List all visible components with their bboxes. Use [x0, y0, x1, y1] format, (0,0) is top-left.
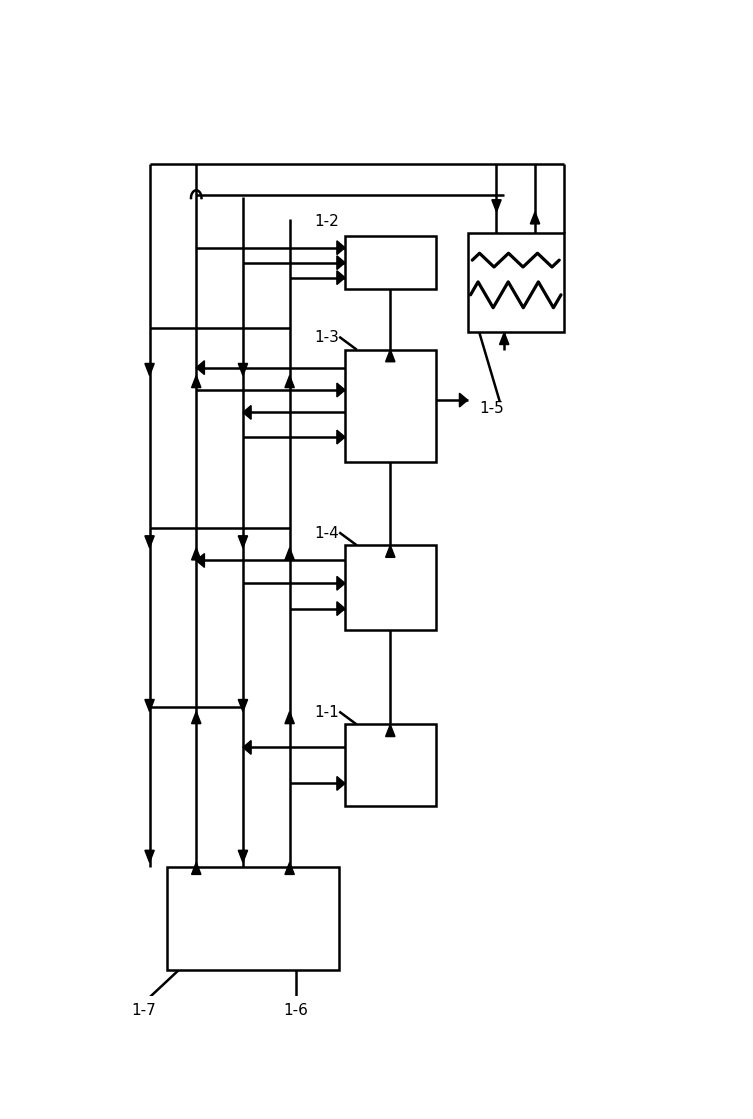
Polygon shape [191, 548, 201, 560]
Polygon shape [285, 863, 294, 874]
Polygon shape [386, 349, 395, 361]
Polygon shape [238, 536, 248, 548]
Text: 1-4: 1-4 [315, 526, 339, 540]
Polygon shape [197, 554, 204, 567]
Polygon shape [243, 405, 251, 420]
Polygon shape [530, 211, 540, 224]
Polygon shape [386, 545, 395, 557]
Polygon shape [145, 850, 154, 863]
Text: 1-5: 1-5 [479, 402, 504, 416]
Polygon shape [197, 360, 204, 375]
Polygon shape [285, 712, 294, 724]
Bar [345, 236, 435, 290]
Polygon shape [145, 536, 154, 548]
Polygon shape [337, 777, 345, 790]
Text: 1-7: 1-7 [131, 1003, 156, 1018]
Text: 1-3: 1-3 [314, 330, 339, 346]
Bar [167, 866, 339, 970]
Polygon shape [191, 863, 201, 874]
Bar [345, 545, 435, 630]
Polygon shape [337, 576, 345, 590]
Polygon shape [337, 430, 345, 444]
Polygon shape [285, 376, 294, 387]
Polygon shape [337, 271, 345, 284]
Polygon shape [243, 741, 251, 754]
Polygon shape [337, 602, 345, 615]
Polygon shape [459, 393, 468, 407]
Bar [345, 724, 435, 807]
Polygon shape [337, 383, 345, 397]
Polygon shape [337, 256, 345, 270]
Polygon shape [337, 241, 345, 255]
Polygon shape [191, 376, 201, 387]
Polygon shape [238, 699, 248, 712]
Text: 1-2: 1-2 [315, 214, 339, 229]
Bar [345, 349, 435, 462]
Text: 1-6: 1-6 [284, 1003, 309, 1018]
Polygon shape [238, 850, 248, 863]
Polygon shape [191, 712, 201, 724]
Polygon shape [499, 332, 509, 345]
Polygon shape [386, 724, 395, 736]
Polygon shape [238, 364, 248, 376]
Polygon shape [285, 548, 294, 560]
Text: 1-1: 1-1 [315, 705, 339, 721]
Bar [468, 234, 564, 332]
Polygon shape [145, 364, 154, 376]
Polygon shape [145, 699, 154, 712]
Polygon shape [492, 200, 501, 211]
